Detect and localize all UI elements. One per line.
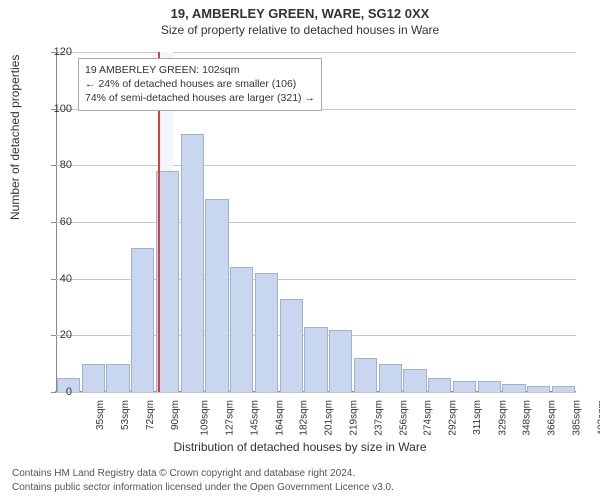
ytick-label: 120	[32, 46, 72, 58]
xtick-label: 201sqm	[324, 400, 335, 436]
xtick-label: 109sqm	[200, 400, 211, 436]
bar	[527, 386, 550, 392]
bar	[280, 299, 303, 393]
bar	[478, 381, 501, 392]
bar	[82, 364, 105, 392]
bar	[230, 267, 253, 392]
bar	[379, 364, 402, 392]
bar	[453, 381, 476, 392]
grid-line	[56, 52, 576, 53]
xtick-label: 90sqm	[170, 400, 181, 430]
xtick-label: 35sqm	[95, 400, 106, 430]
xtick-label: 164sqm	[274, 400, 285, 436]
ytick-label: 100	[32, 103, 72, 115]
chart-subtitle: Size of property relative to detached ho…	[0, 21, 600, 37]
bar	[205, 199, 228, 392]
xtick-label: 348sqm	[522, 400, 533, 436]
xtick-label: 385sqm	[571, 400, 582, 436]
bar	[552, 386, 575, 392]
bar	[181, 134, 204, 392]
ytick-label: 20	[32, 329, 72, 341]
bar	[255, 273, 278, 392]
footer-line-1: Contains HM Land Registry data © Crown c…	[12, 467, 394, 481]
xtick-label: 311sqm	[472, 400, 483, 435]
xtick-label: 182sqm	[299, 400, 310, 436]
xtick-label: 127sqm	[225, 400, 236, 436]
xtick-label: 366sqm	[547, 400, 558, 436]
chart-container: 19, AMBERLEY GREEN, WARE, SG12 0XX Size …	[0, 0, 600, 500]
ytick-label: 0	[32, 386, 72, 398]
xtick-label: 237sqm	[373, 400, 384, 436]
xtick-label: 219sqm	[349, 400, 360, 436]
info-line-1: 19 AMBERLEY GREEN: 102sqm	[85, 63, 315, 77]
footer: Contains HM Land Registry data © Crown c…	[12, 467, 394, 494]
xtick-label: 292sqm	[448, 400, 459, 436]
grid-line	[56, 222, 576, 223]
bar	[329, 330, 352, 392]
xtick-label: 274sqm	[423, 400, 434, 436]
bar	[131, 248, 154, 393]
ytick-label: 40	[32, 273, 72, 285]
bar	[106, 364, 129, 392]
xtick-label: 329sqm	[497, 400, 508, 436]
y-axis-label: Number of detached properties	[8, 55, 22, 220]
bar	[502, 384, 525, 393]
ytick-label: 80	[32, 159, 72, 171]
ytick-label: 60	[32, 216, 72, 228]
grid-line	[56, 165, 576, 166]
page-title: 19, AMBERLEY GREEN, WARE, SG12 0XX	[0, 0, 600, 21]
info-line-2: ← 24% of detached houses are smaller (10…	[85, 77, 315, 91]
xtick-label: 145sqm	[250, 400, 261, 436]
bar	[304, 327, 327, 392]
grid-line	[56, 392, 576, 393]
xtick-label: 403sqm	[596, 400, 600, 436]
info-line-3: 74% of semi-detached houses are larger (…	[85, 91, 315, 105]
bar	[403, 369, 426, 392]
footer-line-2: Contains public sector information licen…	[12, 481, 394, 495]
xtick-label: 256sqm	[398, 400, 409, 436]
xtick-label: 53sqm	[120, 400, 131, 430]
bar	[428, 378, 451, 392]
xtick-label: 72sqm	[145, 400, 156, 430]
x-axis-label: Distribution of detached houses by size …	[0, 440, 600, 454]
bar	[354, 358, 377, 392]
info-box: 19 AMBERLEY GREEN: 102sqm ← 24% of detac…	[78, 58, 322, 111]
